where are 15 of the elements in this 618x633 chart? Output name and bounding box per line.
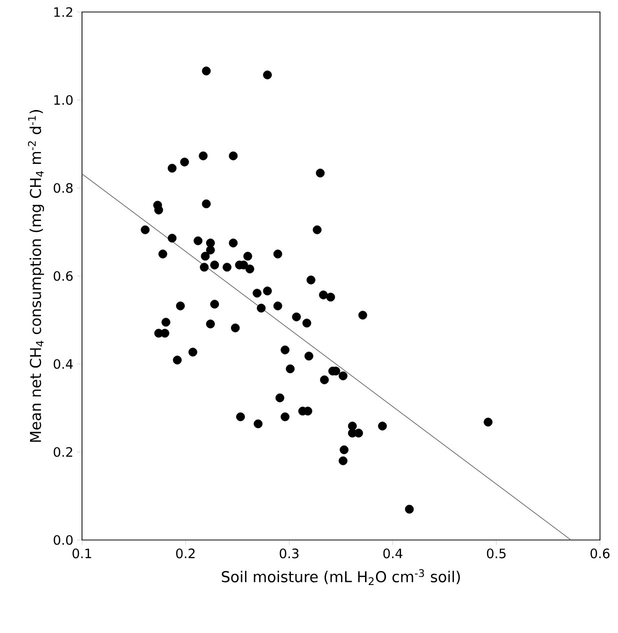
y-tick-label: 1.2	[54, 7, 72, 17]
x-tick-label: 0.3	[280, 548, 298, 558]
y-tick-label: 0.4	[54, 359, 73, 369]
x-tick-label: 0.1	[72, 548, 92, 558]
x-tick-label: 0.4	[383, 548, 402, 558]
y-tick-label: 1.0	[54, 95, 73, 105]
y-tick-label: 0.6	[54, 271, 73, 281]
y-tick-label: 0.8	[54, 183, 73, 193]
x-tick-label: 0.5	[486, 548, 506, 558]
x-tick-label: 0.2	[176, 548, 195, 558]
x-axis-title: Soil moisture (mL H$_{2}$O cm$^{-3}$ soil)	[222, 569, 460, 585]
x-tick-label: 0.6	[590, 548, 610, 558]
y-tick-label: 0.0	[54, 535, 73, 545]
y-tick-label: 0.2	[54, 447, 72, 457]
text: Mean net CH$_{4}$ consumption (mg CH$_{4}$ m$^{-2}$ d$^{-1}$)	[28, 110, 44, 442]
